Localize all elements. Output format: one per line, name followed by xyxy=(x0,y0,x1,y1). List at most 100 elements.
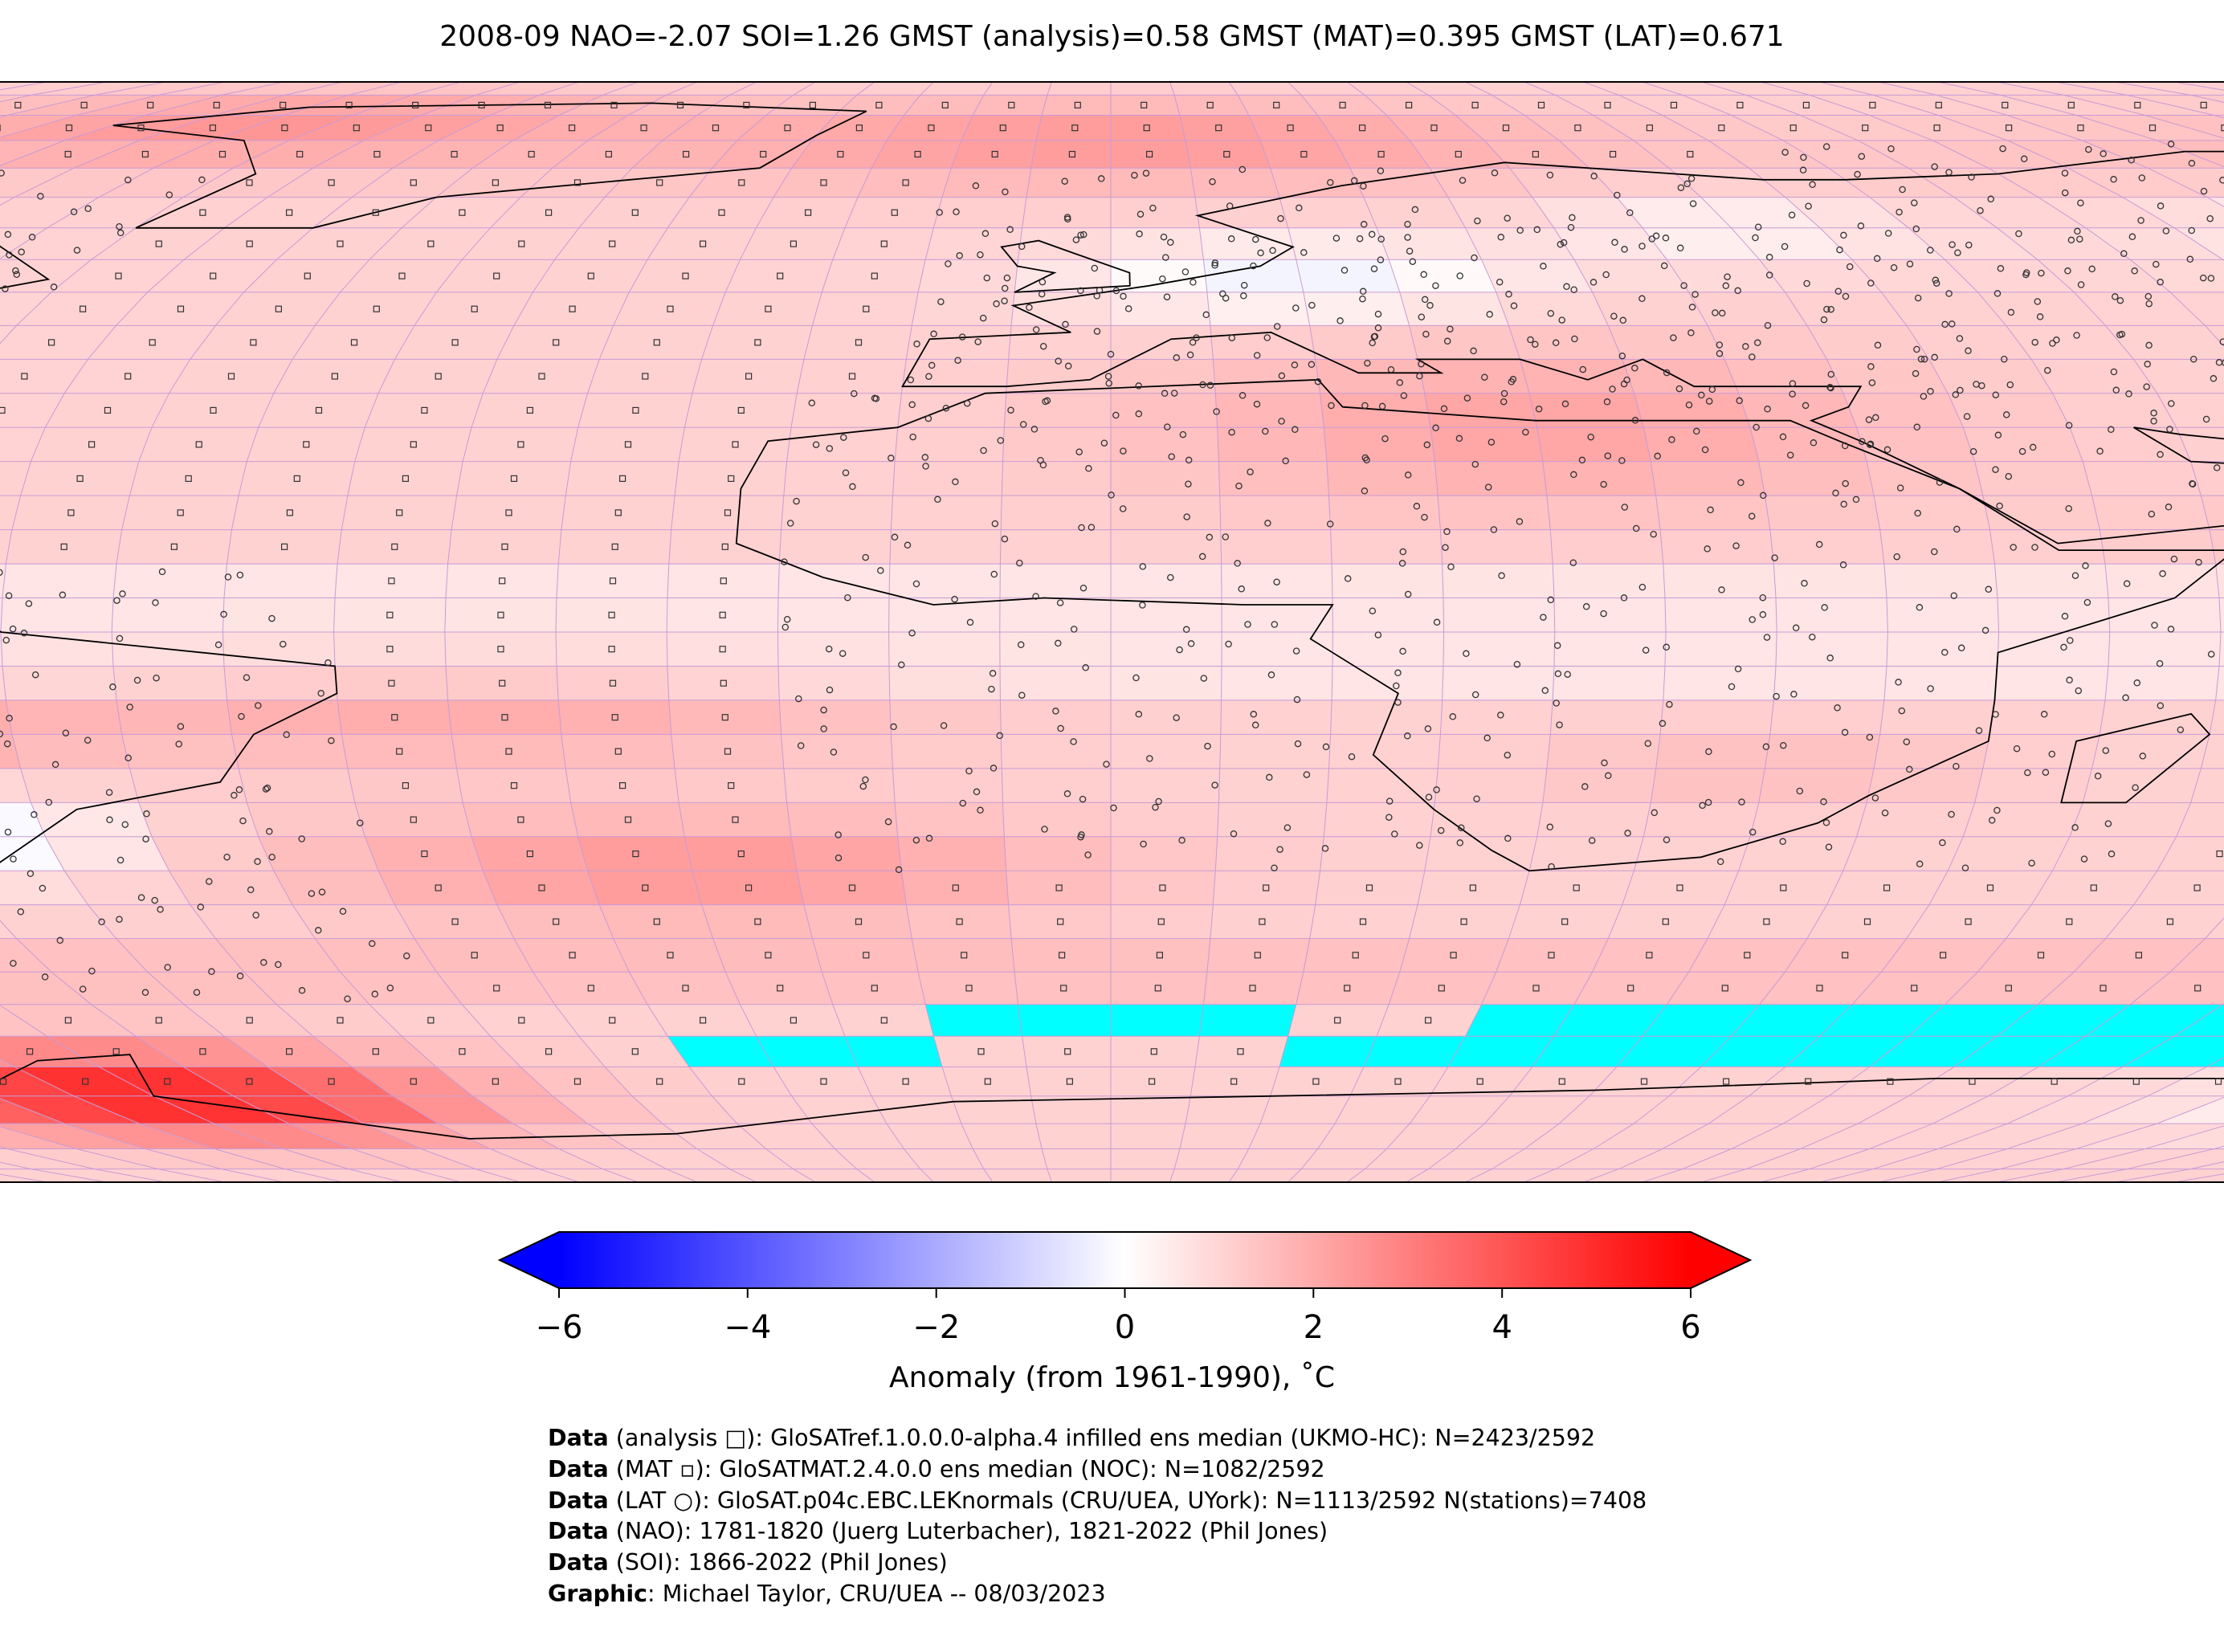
station-marker xyxy=(1621,504,1629,511)
station-marker xyxy=(1896,484,1904,492)
grid-cell xyxy=(2105,564,2219,598)
grid-cell xyxy=(456,461,571,496)
station-marker xyxy=(1963,413,1971,420)
station-marker xyxy=(266,828,273,835)
grid-cell xyxy=(1111,972,1207,1005)
grid-cell xyxy=(1594,115,1709,141)
grid-marker xyxy=(642,884,649,891)
grid-cell xyxy=(1932,1095,2068,1124)
grid-marker xyxy=(497,646,504,653)
grid-cell xyxy=(1773,666,1887,700)
grid-cell xyxy=(1220,700,1332,735)
grid-marker xyxy=(372,1048,379,1055)
grid-cell xyxy=(147,259,277,292)
grid-cell xyxy=(791,393,902,428)
grid-cell xyxy=(138,802,259,837)
station-marker xyxy=(1278,372,1286,380)
grid-cell xyxy=(394,904,514,939)
station-marker xyxy=(2104,820,2112,827)
grid-cell xyxy=(1022,197,1111,228)
station-marker xyxy=(268,614,275,622)
station-marker xyxy=(1483,734,1491,742)
grid-cell xyxy=(288,1124,422,1149)
station-marker xyxy=(1235,482,1243,490)
grid-cell xyxy=(11,734,130,769)
station-marker xyxy=(1016,559,1023,567)
grid-cell xyxy=(1643,427,1759,462)
grid-cell xyxy=(447,700,561,735)
grid-cell xyxy=(1879,82,2001,96)
grid-cell xyxy=(1852,259,1978,292)
grid-cell xyxy=(276,227,402,260)
grid-cell xyxy=(942,1067,1031,1096)
grid-cell xyxy=(1852,972,1978,1005)
grid-cell xyxy=(822,972,926,1005)
grid-cell xyxy=(2144,1124,2224,1149)
grid-cell xyxy=(152,836,274,871)
grid-cell xyxy=(1655,496,1770,530)
grid-cell xyxy=(76,1148,222,1169)
grid-cell xyxy=(779,700,892,735)
grid-cell xyxy=(1592,938,1708,973)
station-marker xyxy=(1699,802,1706,810)
station-marker xyxy=(84,736,92,744)
grid-marker xyxy=(745,884,753,891)
grid-cell xyxy=(1974,461,2092,496)
grid-cell xyxy=(2,666,116,700)
grid-cell xyxy=(496,325,614,360)
station-marker xyxy=(1698,391,1705,399)
grid-cell xyxy=(539,1169,639,1182)
station-marker xyxy=(45,798,53,806)
grid-cell xyxy=(2100,700,2216,735)
station-marker xyxy=(254,858,261,866)
grid-cell xyxy=(561,734,675,769)
grid-cell xyxy=(901,871,1009,905)
grid-cell xyxy=(1215,836,1324,871)
grid-cell xyxy=(1520,871,1634,905)
grid-cell xyxy=(1634,140,1749,169)
grid-cell xyxy=(0,82,107,96)
grid-marker xyxy=(609,679,617,687)
grid-marker xyxy=(492,1078,500,1085)
station-marker xyxy=(1569,559,1577,566)
grid-marker xyxy=(1887,1078,1894,1085)
grid-cell xyxy=(1218,461,1329,496)
station-marker xyxy=(1140,840,1147,848)
station-marker xyxy=(252,912,259,919)
grid-cell xyxy=(414,292,533,326)
grid-cell xyxy=(1908,1067,2038,1096)
station-marker xyxy=(1651,809,1659,817)
grid-cell xyxy=(1906,325,2032,360)
station-marker xyxy=(1271,864,1278,871)
station-marker xyxy=(1119,505,1127,512)
grid-cell xyxy=(832,227,934,260)
grid-marker xyxy=(737,406,745,414)
grid-cell xyxy=(31,427,153,462)
grid-cell xyxy=(647,1004,757,1037)
station-marker xyxy=(1764,406,1771,413)
grid-marker xyxy=(855,918,863,925)
grid-cell xyxy=(1317,115,1410,141)
station-marker xyxy=(2002,411,2010,418)
grid-cell xyxy=(153,1095,289,1124)
grid-cell xyxy=(1634,393,1750,428)
grid-cell xyxy=(1542,768,1656,803)
station-marker xyxy=(1953,762,1960,770)
grid-cell xyxy=(1908,227,2038,260)
grid-cell xyxy=(214,115,353,141)
station-marker xyxy=(942,404,950,412)
grid-cell xyxy=(337,529,452,565)
grid-cell xyxy=(1749,1067,1870,1096)
grid-cell xyxy=(1532,197,1643,228)
grid-cell xyxy=(2174,227,2224,260)
grid-cell xyxy=(1769,529,1884,565)
station-marker xyxy=(1200,675,1208,682)
station-marker xyxy=(2071,824,2079,831)
station-marker xyxy=(1001,535,1009,543)
grid-cell xyxy=(793,1169,875,1182)
grid-cell xyxy=(1553,227,1667,260)
station-marker xyxy=(2108,850,2116,858)
station-marker xyxy=(1953,525,1961,533)
grid-cell xyxy=(1937,1169,2064,1182)
station-marker xyxy=(1642,647,1650,654)
